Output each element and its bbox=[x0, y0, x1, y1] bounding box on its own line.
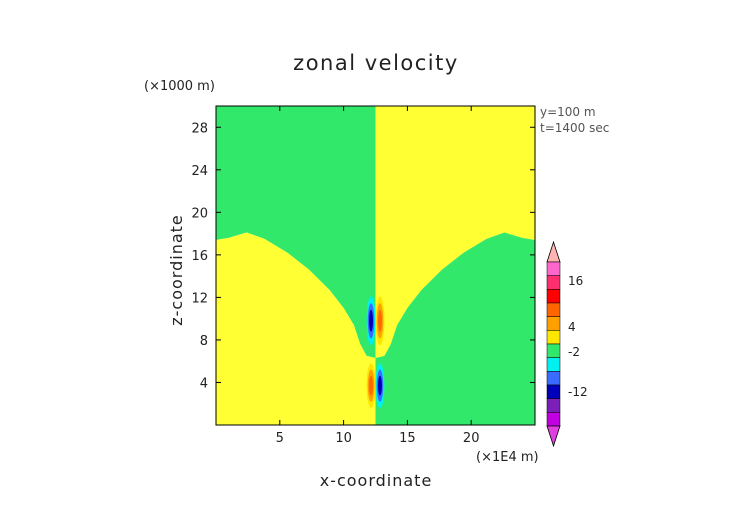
colorbar-segment bbox=[546, 275, 561, 290]
colorbar-segment bbox=[546, 302, 561, 317]
y-unit-label: (×1000 m) bbox=[144, 79, 215, 94]
plot-frame bbox=[215, 105, 536, 426]
y-tick-label: 24 bbox=[191, 164, 208, 179]
x-unit-label: (×1E4 m) bbox=[476, 450, 539, 465]
feature-negative-3 bbox=[375, 363, 385, 408]
y-tick-label: 4 bbox=[200, 376, 208, 391]
colorbar-bottom-arrow bbox=[546, 425, 561, 448]
colorbar-segment bbox=[546, 357, 561, 372]
colorbar-segment bbox=[546, 398, 561, 413]
region-lower-right bbox=[375, 232, 535, 425]
x-axis: 5 10 15 20 bbox=[276, 106, 480, 446]
x-tick-label: 5 bbox=[276, 431, 284, 446]
feature-contour bbox=[369, 375, 374, 396]
annotation-t: t=1400 sec bbox=[540, 121, 609, 135]
colorbar-segment bbox=[546, 330, 561, 345]
velocity-features bbox=[366, 296, 385, 408]
colorbar-segment bbox=[546, 316, 561, 331]
x-tick-label: 15 bbox=[399, 431, 416, 446]
colorbar-tick-label: -2 bbox=[568, 345, 580, 359]
feature-positive-2 bbox=[366, 363, 376, 408]
colorbar-segment bbox=[546, 384, 561, 399]
region-upper-left bbox=[216, 106, 376, 359]
colorbar: 16 4 -2 -12 bbox=[546, 240, 588, 448]
feature-contour bbox=[377, 375, 382, 396]
colorbar-tick-label: -12 bbox=[568, 385, 588, 399]
colorbar-segment bbox=[546, 343, 561, 358]
y-axis: 4 8 12 16 20 24 28 bbox=[191, 121, 535, 391]
feature-contour bbox=[377, 309, 382, 332]
feature-contour bbox=[369, 309, 374, 332]
colorbar-top-arrow bbox=[546, 240, 561, 263]
y-tick-label: 8 bbox=[200, 334, 208, 349]
chart-title: zonal velocity bbox=[293, 51, 459, 75]
y-tick-label: 28 bbox=[191, 121, 208, 136]
colorbar-segment bbox=[546, 412, 561, 427]
annotation-y: y=100 m bbox=[540, 105, 596, 119]
colorbar-segment bbox=[546, 261, 561, 276]
feature-positive-1 bbox=[375, 296, 385, 346]
region-lower-left bbox=[216, 232, 376, 425]
colorbar-tick-label: 16 bbox=[568, 274, 583, 288]
region-upper-right bbox=[375, 106, 535, 359]
colorbar-tick-label: 4 bbox=[568, 320, 576, 334]
feature-negative-0 bbox=[366, 296, 376, 346]
x-tick-label: 10 bbox=[335, 431, 352, 446]
y-tick-label: 16 bbox=[191, 249, 208, 264]
colorbar-segment bbox=[546, 289, 561, 304]
y-axis-label: z-coordinate bbox=[167, 214, 186, 326]
y-tick-label: 12 bbox=[191, 291, 208, 306]
y-tick-label: 20 bbox=[191, 206, 208, 221]
x-tick-label: 20 bbox=[463, 431, 480, 446]
x-axis-label: x-coordinate bbox=[320, 471, 433, 490]
plot-area bbox=[216, 106, 535, 425]
colorbar-segment bbox=[546, 371, 561, 386]
